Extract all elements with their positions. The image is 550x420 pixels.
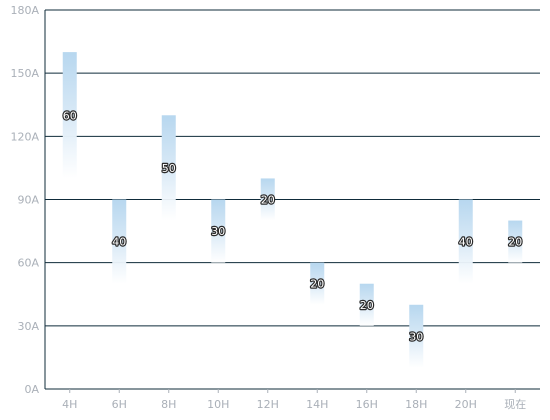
x-tick-label: 6H [112,398,127,411]
data-labels: 60 40 50 30 20 20 20 30 40 20 [62,108,524,344]
x-tick-label: 20H [455,398,477,411]
data-label: 50 [162,162,176,175]
bar [161,115,176,221]
bar [359,283,374,326]
bar [211,199,226,263]
x-tick-label: 12H [257,398,279,411]
x-tick-label: 10H [207,398,229,411]
bar [409,304,424,368]
data-label: 40 [112,236,126,249]
bar [112,199,127,284]
x-tick-label: 现在 [504,398,526,411]
bar [260,178,275,221]
data-label: 30 [211,225,225,238]
axes [44,10,516,393]
grid-lines [45,9,540,390]
bars [62,52,523,368]
data-label: 20 [310,278,324,291]
data-label: 60 [63,109,77,122]
bar [62,52,77,179]
y-tick-label: 120A [10,130,39,143]
y-tick-labels: 0A 30A 60A 90A 120A 150A 180A [10,4,39,396]
data-label: 20 [508,236,522,249]
x-tick-label: 16H [356,398,378,411]
data-label: 20 [360,299,374,312]
data-label: 20 [261,194,275,207]
y-tick-label: 180A [10,4,39,17]
x-tick-label: 18H [405,398,427,411]
y-tick-label: 30A [17,320,39,333]
x-tick-labels: 4H 6H 8H 10H 12H 14H 16H 18H 20H 现在 [62,398,526,411]
y-tick-label: 90A [17,194,39,207]
y-tick-label: 0A [24,383,39,396]
x-tick-label: 8H [161,398,176,411]
data-label: 40 [459,236,473,249]
x-tick-label: 14H [306,398,328,411]
data-label: 30 [409,330,423,343]
bar [508,220,523,263]
y-tick-label: 150A [10,67,39,80]
y-tick-label: 60A [17,257,39,270]
x-tick-label: 4H [62,398,77,411]
bar [458,199,473,284]
bar [310,262,325,305]
